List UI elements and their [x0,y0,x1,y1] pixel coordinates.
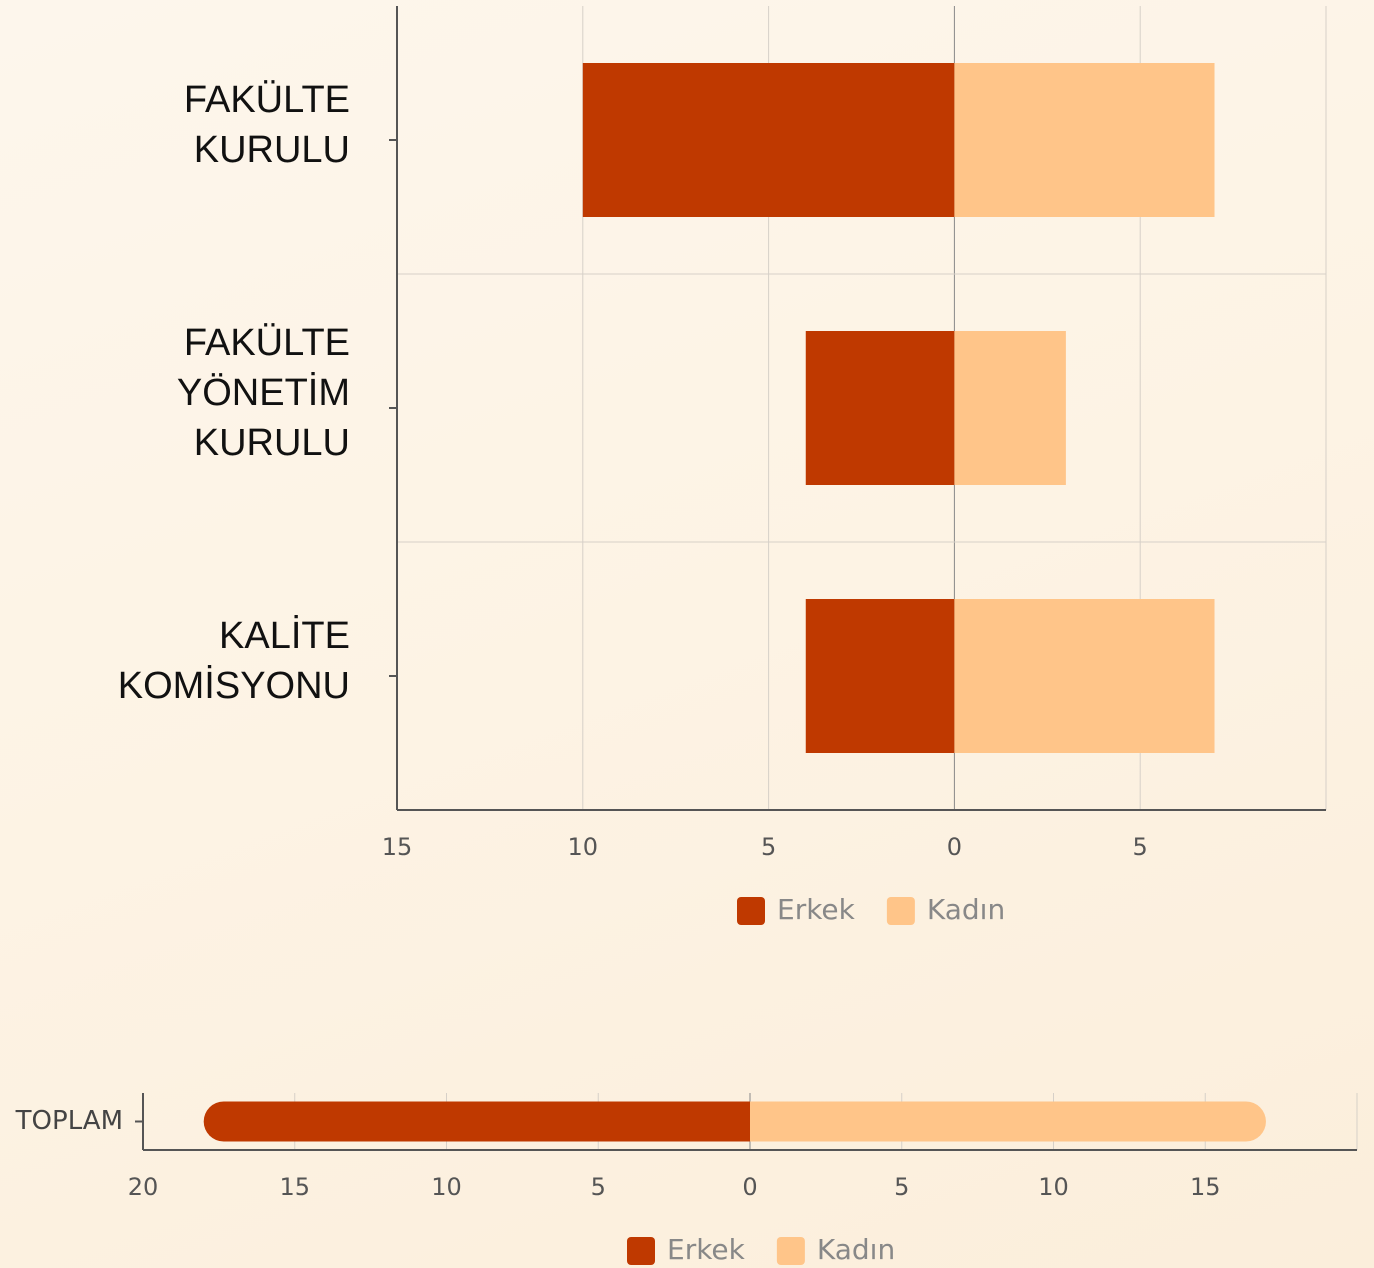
legend-label: Erkek [777,893,856,926]
x-tick-label: 20 [128,1173,159,1201]
legend-swatch [627,1237,655,1265]
x-tick-label: 10 [431,1173,462,1201]
legend-label: Kadın [817,1233,895,1266]
x-tick-label: 10 [1038,1173,1069,1201]
bar [582,63,955,217]
x-tick-label: 5 [894,1173,909,1201]
legend-swatch [776,1237,805,1265]
x-tick-label: 0 [742,1173,757,1201]
bar [954,599,1215,753]
bar [805,599,955,753]
legend-label: Kadın [927,893,1005,926]
category-label: KALİTE KOMİSYONU [117,615,350,707]
legend-swatch [886,897,915,925]
x-tick-label: 0 [947,833,962,861]
bar [954,331,1066,485]
x-tick-label: 5 [591,1173,606,1201]
x-tick-label: 15 [1190,1173,1221,1201]
legend-label: Erkek [667,1233,746,1266]
bar [954,63,1215,217]
x-tick-label: 15 [279,1173,310,1201]
x-tick-label: 10 [568,833,599,861]
x-tick-label: 5 [1133,833,1148,861]
x-tick-label: 5 [761,833,776,861]
category-label: TOPLAM [15,1106,123,1136]
x-tick-label: 15 [382,833,413,861]
category-label: FAKÜLTE YÖNETİM KURULU [176,322,350,464]
bar [203,1101,750,1142]
legend-swatch [737,897,765,925]
bar [805,331,955,485]
category-label: FAKÜLTE KURULU [183,79,350,171]
bar [750,1101,1266,1142]
